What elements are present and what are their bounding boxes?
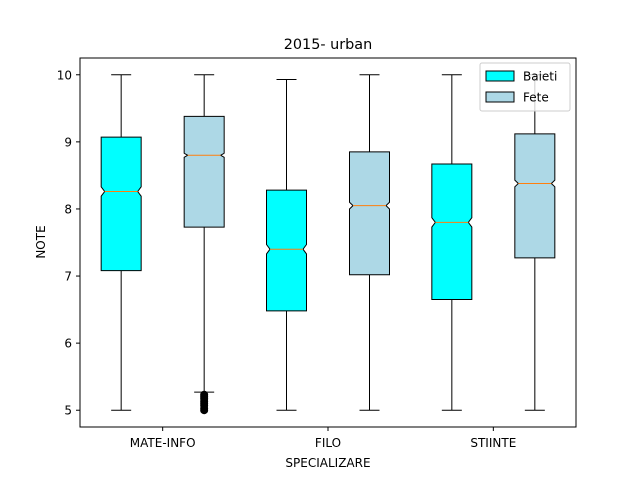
- axes-frame: [79, 57, 577, 428]
- box-fete-filo: [349, 74, 390, 411]
- x-tick-label: STIINTE: [470, 436, 516, 450]
- box-body: [266, 189, 307, 312]
- chart-title: 2015- urban: [284, 37, 373, 53]
- box-body: [100, 136, 142, 272]
- box-baieti-stiinte: [431, 74, 473, 411]
- y-tick-label: 6: [64, 337, 72, 351]
- x-tick-label: MATE-INFO: [130, 436, 196, 450]
- legend-swatch: [485, 70, 515, 82]
- box-body: [514, 133, 556, 259]
- plot-area: 5 6 7 8 9 10 MATE-INFO FILO STIINTE: [57, 57, 577, 450]
- legend-swatch: [485, 91, 515, 103]
- outlier-point: [200, 390, 209, 399]
- y-tick-label: 9: [64, 135, 72, 149]
- box-body: [349, 151, 390, 276]
- box-baieti-filo: [266, 78, 307, 411]
- box-baieti-mate-info: [100, 74, 142, 411]
- x-axis-label: SPECIALIZARE: [285, 456, 370, 470]
- x-tick-label: FILO: [315, 436, 341, 450]
- box-body: [431, 163, 473, 301]
- box-fete-mate-info: [183, 74, 225, 415]
- y-tick-label: 10: [57, 68, 72, 82]
- box-body: [183, 115, 225, 228]
- box-fete-stiinte: [514, 74, 556, 411]
- y-axis-label: NOTE: [34, 225, 48, 258]
- legend-label: Baieti: [523, 70, 557, 84]
- legend-label: Fete: [523, 91, 549, 105]
- legend: Baieti Fete: [479, 62, 571, 112]
- y-tick-label: 8: [64, 202, 72, 216]
- y-tick-label: 5: [64, 404, 72, 418]
- y-tick-label: 7: [64, 270, 72, 284]
